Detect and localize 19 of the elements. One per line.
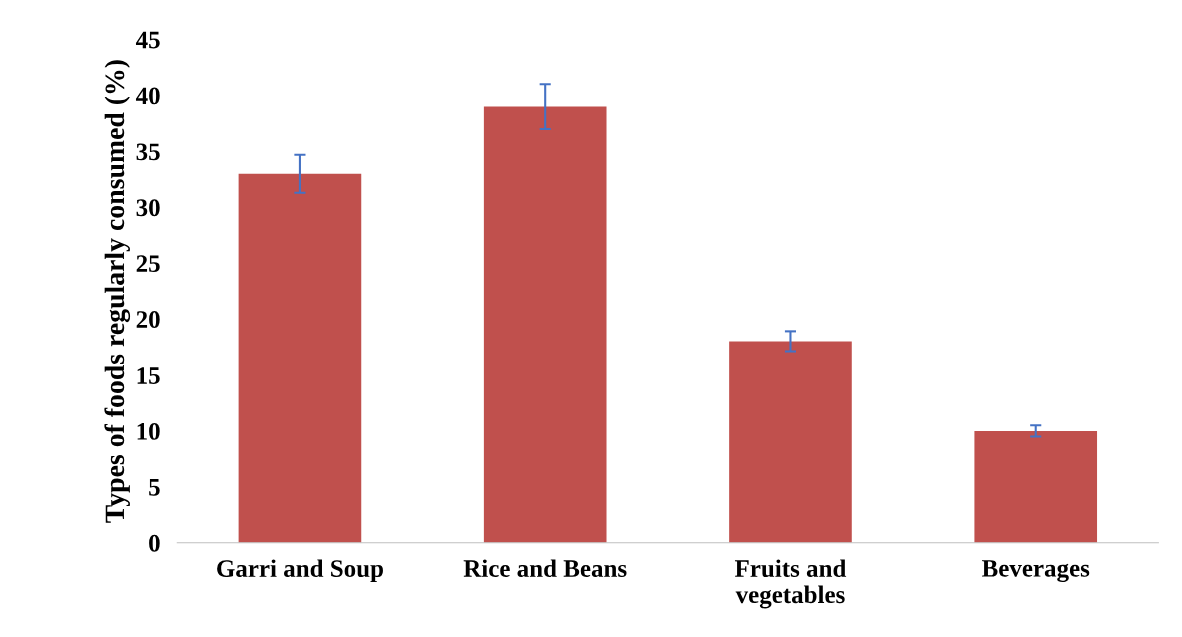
bar bbox=[483, 106, 607, 543]
bar bbox=[729, 341, 852, 543]
y-tick-label: 10 bbox=[137, 422, 160, 440]
y-tick-label: 30 bbox=[136, 199, 160, 217]
bar bbox=[974, 430, 1098, 543]
y-tick-label: 20 bbox=[136, 311, 160, 328]
y-tick-label: 5 bbox=[149, 479, 160, 496]
y-tick-label: 0 bbox=[149, 534, 160, 552]
y-tick-label: 35 bbox=[136, 143, 160, 161]
bar bbox=[238, 173, 362, 543]
y-tick-label: 25 bbox=[136, 255, 160, 273]
x-tick-label: Rice and Beans bbox=[463, 559, 627, 577]
y-tick-label: 40 bbox=[135, 87, 160, 105]
y-tick-label: 15 bbox=[137, 367, 160, 384]
x-tick-label: Beverages bbox=[981, 560, 1090, 583]
x-tick-label: Garri and Soup bbox=[217, 559, 383, 583]
y-axis-title: Types of foods regularly consumed (%) bbox=[104, 60, 131, 523]
y-tick-label: 45 bbox=[135, 31, 160, 49]
x-tick-label: Fruits and vegetables bbox=[734, 559, 847, 609]
